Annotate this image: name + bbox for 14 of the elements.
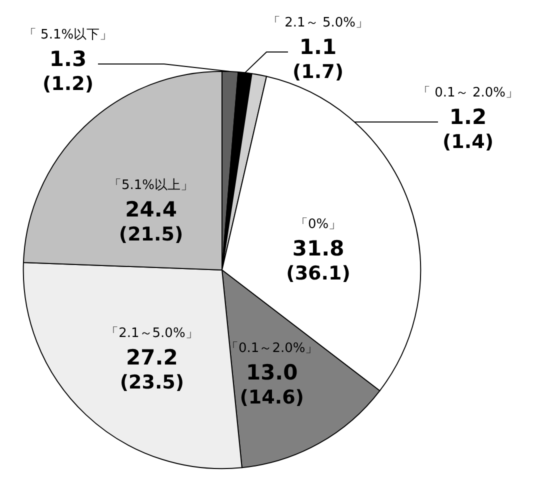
data-label: 1.3 (1.2) [42,47,94,95]
data-label: 1.1 (1.7) [292,35,344,83]
data-label: 31.8 (36.1) [286,236,350,284]
slice-label: 「0.1～2.0%」 [226,340,318,356]
data-label: 13.0 (14.6) [240,360,304,408]
data-label: 27.2 (23.5) [120,346,184,394]
slice-label: 「 2.1～ 5.0%」 [268,16,368,30]
slice-label: 「0%」 [294,216,342,232]
slice-label: 「5.1%以上」 [108,178,194,193]
slice-label: 「 5.1%以下」 [23,28,113,42]
data-label: 24.4 (21.5) [118,197,184,246]
data-label: 1.2 (1.4) [442,105,494,153]
slice-label: 「2.1～5.0%」 [106,326,198,342]
slice-label: 「 0.1～ 2.0%」 [418,86,518,100]
